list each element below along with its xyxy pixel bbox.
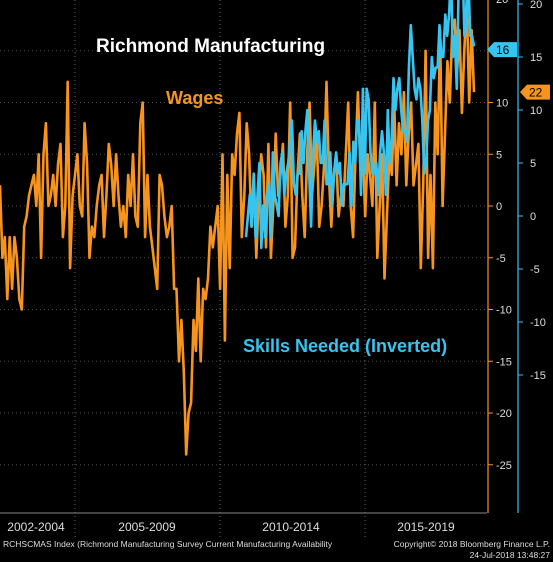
x-period-label: 2002-2004 xyxy=(7,520,65,534)
wages-annotation: Wages xyxy=(166,88,223,108)
right-tick-label: -5 xyxy=(530,264,540,276)
right-tick-label: 15 xyxy=(530,52,542,64)
x-period-label: 2005-2009 xyxy=(118,520,176,534)
right-tick-label: 20 xyxy=(530,0,542,11)
wages-last-value-tag xyxy=(520,84,550,100)
left-tick-label: -10 xyxy=(496,305,512,317)
left-tick-label: 20 xyxy=(496,0,508,6)
left-tick-label: -25 xyxy=(496,460,512,472)
left-tick-label: 10 xyxy=(496,98,508,110)
wages-last-value-label: 22 xyxy=(529,86,543,100)
right-tick-label: -15 xyxy=(530,370,546,382)
left-tick-label: 0 xyxy=(496,201,502,213)
copyright-note: Copyright© 2018 Bloomberg Finance L.P. xyxy=(393,539,550,549)
skills-last-value-tag xyxy=(487,42,517,58)
right-tick-label: 10 xyxy=(530,105,542,117)
left-tick-label: -5 xyxy=(496,253,506,265)
plot-area xyxy=(0,0,476,456)
x-period-label: 2015-2019 xyxy=(397,520,455,534)
left-tick-label: 5 xyxy=(496,149,502,161)
source-note: RCHSCMAS Index (Richmond Manufacturing S… xyxy=(3,539,333,549)
left-tick-label: -20 xyxy=(496,408,512,420)
right-tick-label: 5 xyxy=(530,158,536,170)
x-axis-labels: 2002-2004 2005-2009 2010-2014 2015-2019 xyxy=(7,520,455,534)
skills-last-value-label: 16 xyxy=(496,43,510,57)
skills-series-line xyxy=(244,0,476,250)
chart-title: Richmond Manufacturing xyxy=(96,36,325,57)
right-value-axis: 302520151050-5-10-15 xyxy=(517,0,546,513)
right-tick-label: -10 xyxy=(530,317,546,329)
skills-annotation: Skills Needed (Inverted) xyxy=(243,336,447,356)
x-period-label: 2010-2014 xyxy=(262,520,320,534)
right-tick-label: 0 xyxy=(530,211,536,223)
left-tick-label: -15 xyxy=(496,356,512,368)
wages-series-line xyxy=(0,0,476,456)
timestamp: 24-Jul-2018 13:48:27 xyxy=(469,550,550,560)
